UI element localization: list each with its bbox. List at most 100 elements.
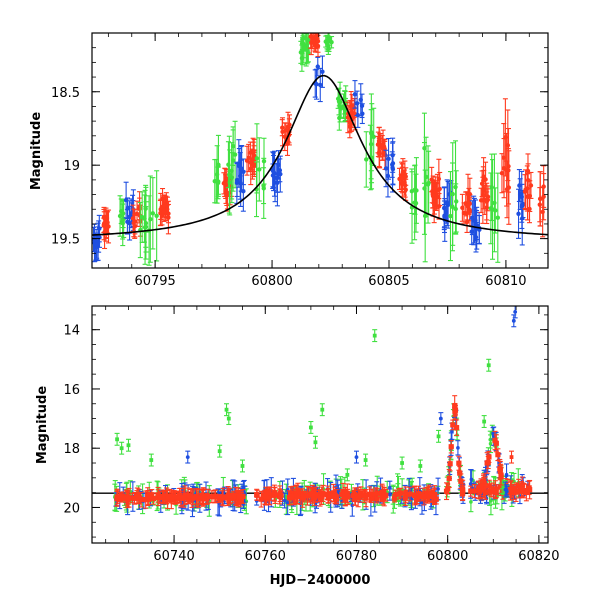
x-tick-label: 60795: [134, 274, 175, 289]
data-point: [493, 489, 499, 496]
data-point: [486, 363, 491, 368]
data-point: [452, 408, 458, 414]
data-point: [456, 460, 462, 466]
data-point: [372, 333, 377, 338]
data-point: [382, 492, 388, 498]
data-point: [540, 209, 545, 215]
data-point: [516, 488, 522, 494]
data-point: [468, 482, 473, 486]
data-point: [520, 487, 526, 494]
data-point: [126, 443, 131, 448]
data-point: [119, 446, 124, 451]
data-point: [493, 208, 498, 213]
data-point: [487, 488, 493, 494]
data-point: [506, 185, 512, 190]
data-point: [402, 183, 408, 188]
data-point: [450, 429, 454, 434]
data-point: [492, 200, 497, 206]
data-point: [414, 496, 420, 502]
data-point: [165, 496, 171, 503]
data-point: [225, 493, 231, 499]
data-point: [481, 481, 487, 487]
zoom-panel: 60795 60800 60805 60810 18.5 19 19.5 Magnitude: [29, 32, 549, 289]
data-point: [237, 163, 242, 169]
data-point: [495, 452, 501, 458]
x-tick-label: 60805: [368, 274, 409, 289]
data-point: [248, 160, 253, 165]
data-point: [318, 82, 323, 88]
data-point: [436, 434, 441, 439]
data-point: [315, 39, 321, 44]
data-point: [351, 493, 358, 499]
data-point: [337, 99, 343, 105]
data-point: [158, 207, 163, 212]
y-tick-label: 18: [63, 442, 80, 457]
data-point: [470, 215, 475, 220]
data-point: [422, 213, 428, 219]
data-point: [298, 494, 304, 500]
data-point: [150, 211, 156, 216]
data-point: [337, 115, 342, 121]
data-point: [474, 222, 479, 228]
data-point: [241, 188, 246, 194]
data-point: [102, 229, 107, 235]
data-point: [498, 472, 504, 478]
data-point: [220, 494, 226, 500]
data-point: [350, 503, 355, 508]
data-point: [388, 485, 392, 490]
overview-plot-area: [92, 306, 548, 518]
data-point: [288, 493, 294, 499]
data-point: [413, 200, 419, 206]
data-point: [246, 155, 251, 161]
data-point: [217, 449, 222, 454]
y-tick-label: 19: [63, 159, 80, 174]
data-point: [230, 493, 236, 499]
data-point: [364, 157, 369, 162]
data-point: [149, 458, 154, 462]
data-point: [430, 192, 436, 198]
data-point: [482, 419, 487, 424]
data-point: [483, 177, 488, 182]
data-point: [214, 172, 220, 177]
overview-data-points: [112, 306, 533, 518]
data-point: [308, 491, 314, 497]
data-point: [115, 437, 119, 442]
data-point: [433, 496, 439, 502]
data-point: [154, 213, 159, 219]
data-point: [336, 488, 341, 493]
data-point: [294, 493, 300, 499]
data-point: [469, 477, 474, 482]
data-point: [131, 495, 138, 501]
data-point: [523, 489, 529, 496]
data-point: [258, 496, 264, 502]
data-point: [315, 64, 320, 69]
data-point: [266, 490, 272, 496]
x-tick-label: 60780: [336, 549, 377, 564]
data-point: [513, 489, 519, 495]
data-point: [363, 458, 368, 462]
data-point: [385, 173, 391, 179]
data-point: [157, 495, 163, 501]
data-point: [437, 186, 442, 192]
data-point: [453, 206, 458, 212]
data-point: [280, 129, 285, 134]
data-point: [168, 496, 174, 503]
data-point: [345, 472, 350, 477]
data-point: [188, 493, 194, 499]
data-point: [283, 494, 288, 499]
data-point: [444, 200, 450, 205]
data-point: [486, 483, 492, 489]
data-point: [301, 494, 307, 500]
data-point: [358, 490, 364, 496]
data-point: [236, 493, 243, 500]
data-point: [468, 488, 474, 494]
data-point: [541, 194, 546, 199]
data-point: [271, 169, 276, 174]
x-tick-label: 60760: [245, 549, 286, 564]
data-point: [335, 96, 341, 101]
data-point: [436, 176, 442, 182]
data-point: [201, 496, 207, 502]
data-point: [333, 494, 339, 500]
data-point: [230, 158, 236, 163]
data-point: [234, 177, 240, 183]
